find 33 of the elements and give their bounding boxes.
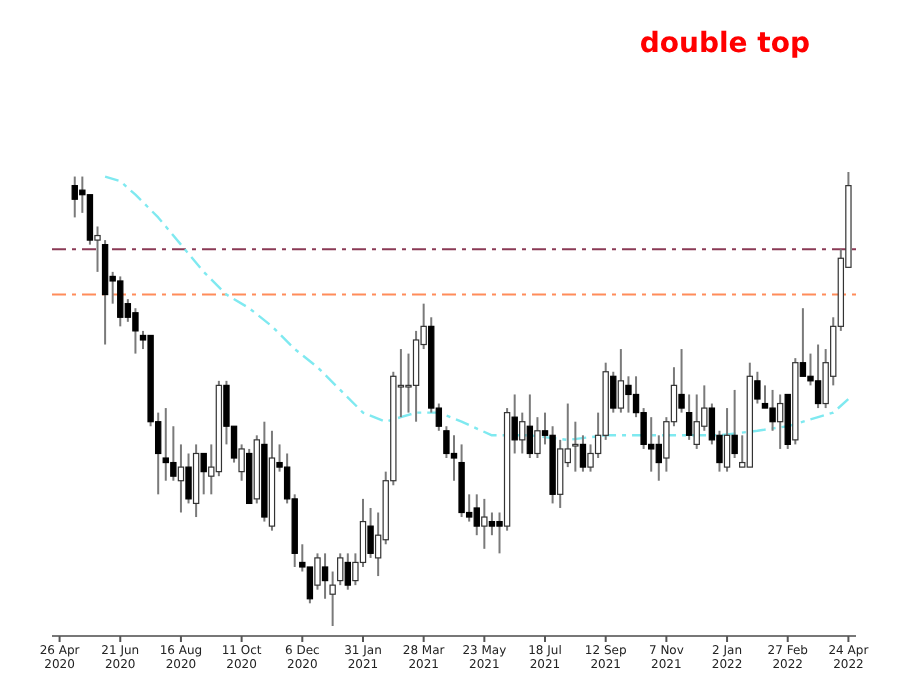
candlestick — [579, 434, 587, 473]
candlestick — [754, 370, 761, 405]
candlestick — [177, 443, 185, 514]
candlestick — [776, 393, 784, 450]
candlestick — [162, 407, 169, 482]
candlestick — [86, 193, 94, 246]
candlestick — [238, 443, 245, 482]
candlestick — [132, 307, 139, 355]
candlestick — [488, 511, 496, 537]
candlestick — [769, 388, 776, 432]
candlestick — [556, 438, 564, 509]
candlestick — [526, 393, 534, 460]
candlestick — [314, 552, 321, 591]
candlestick — [344, 552, 352, 591]
candlestick — [625, 375, 632, 414]
candlestick — [412, 329, 420, 423]
candlestick — [693, 393, 700, 450]
candlestick — [71, 175, 78, 219]
candlestick — [496, 511, 503, 555]
candlestick — [534, 416, 541, 460]
candlestick — [200, 452, 207, 496]
candlestick — [648, 416, 655, 473]
candlestick — [731, 388, 738, 460]
candlestick — [117, 275, 124, 328]
candlestick — [814, 343, 822, 410]
candlestick — [185, 452, 192, 505]
candlestick — [481, 497, 488, 550]
candlestick — [799, 307, 807, 378]
candlestick — [617, 348, 625, 414]
candlestick — [723, 407, 731, 473]
candlestick — [321, 552, 329, 600]
candlestick — [511, 393, 518, 455]
chart-title: double top — [639, 28, 810, 60]
